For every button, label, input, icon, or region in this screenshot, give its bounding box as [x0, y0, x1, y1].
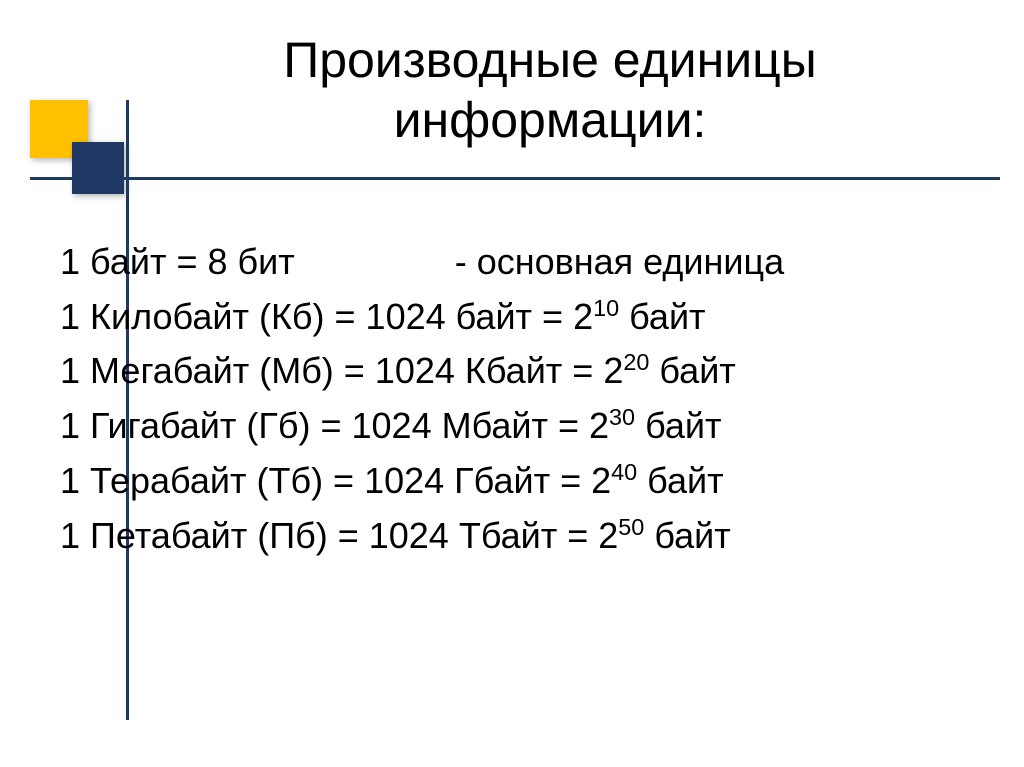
row-pre: 1 Петабайт (Пб) = 1024 Тбайт = 2: [60, 515, 618, 556]
slide-title: Производные единицы информации:: [150, 30, 950, 150]
unit-row: 1 Гигабайт (Гб) = 1024 Мбайт = 230 байт: [60, 399, 784, 454]
row-post: байт: [637, 460, 723, 501]
unit-row: 1 байт = 8 бит - основная единица: [60, 235, 784, 290]
row-pre: 1 Гигабайт (Гб) = 1024 Мбайт = 2: [60, 405, 609, 446]
row-exp: 20: [623, 349, 649, 375]
unit-row: 1 Терабайт (Тб) = 1024 Гбайт = 240 байт: [60, 454, 784, 509]
row-post: - основная единица: [455, 241, 784, 282]
unit-row: 1 Килобайт (Кб) = 1024 байт = 210 байт: [60, 290, 784, 345]
row-post: байт: [649, 350, 735, 391]
content-area: 1 байт = 8 бит - основная единица 1 Килоб…: [60, 235, 784, 563]
slide-decoration: [20, 90, 140, 210]
title-line-1: Производные единицы: [283, 32, 816, 88]
blue-square: [72, 142, 124, 194]
row-post: байт: [635, 405, 721, 446]
row-exp: 10: [593, 295, 619, 321]
row-pre: 1 байт = 8 бит: [60, 241, 295, 282]
unit-row: 1 Мегабайт (Мб) = 1024 Кбайт = 220 байт: [60, 344, 784, 399]
row-post: байт: [619, 296, 705, 337]
horizontal-divider: [30, 177, 1000, 180]
row-pre: 1 Терабайт (Тб) = 1024 Гбайт = 2: [60, 460, 611, 501]
row-pre: 1 Мегабайт (Мб) = 1024 Кбайт = 2: [60, 350, 623, 391]
row-exp: 40: [611, 459, 637, 485]
row-post: байт: [644, 515, 730, 556]
title-line-2: информации:: [394, 92, 707, 148]
row-exp: 50: [618, 514, 644, 540]
unit-row: 1 Петабайт (Пб) = 1024 Тбайт = 250 байт: [60, 509, 784, 564]
row-exp: 30: [609, 404, 635, 430]
row-pre: 1 Килобайт (Кб) = 1024 байт = 2: [60, 296, 593, 337]
